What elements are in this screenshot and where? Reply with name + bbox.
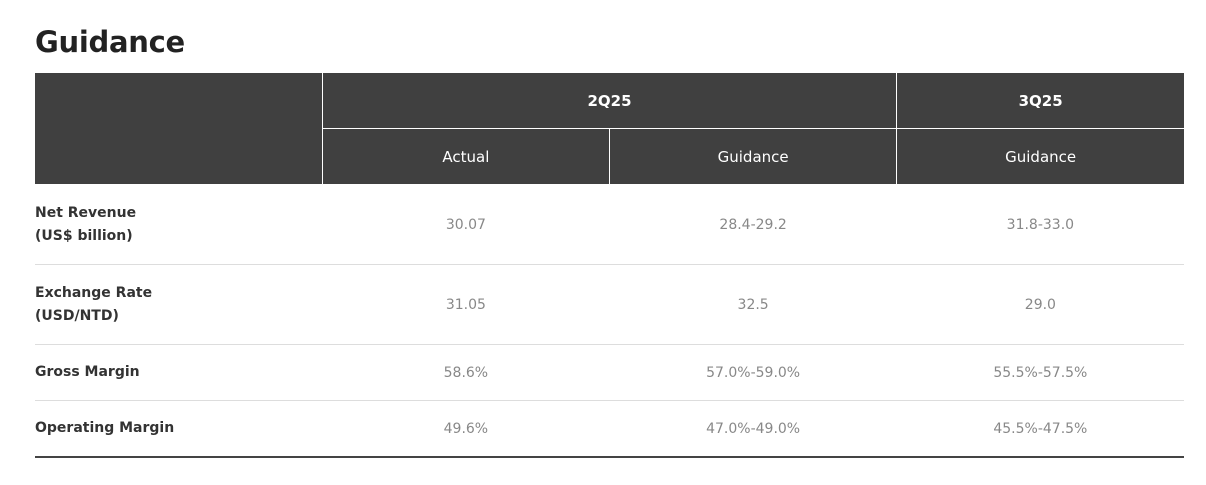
row-label-line1: Exchange Rate — [35, 284, 153, 301]
row-label-line2: (US$ billion) — [35, 227, 133, 244]
header-sub-guidance-3q25: Guidance — [896, 128, 1184, 185]
cell-3q25-guidance: 55.5%-57.5% — [896, 344, 1184, 401]
table-row-exchange-rate: Exchange Rate (USD/NTD) 31.05 32.5 29.0 — [35, 264, 1184, 345]
cell-2q25-actual: 58.6% — [322, 344, 610, 401]
cell-2q25-actual: 49.6% — [322, 400, 610, 458]
cell-2q25-guidance: 28.4-29.2 — [609, 184, 897, 265]
header-row-periods: 2Q25 3Q25 — [35, 73, 1184, 185]
row-label-line2: (USD/NTD) — [35, 307, 119, 324]
row-label: Operating Margin — [35, 400, 323, 458]
cell-2q25-guidance: 57.0%-59.0% — [609, 344, 897, 401]
cell-3q25-guidance: 45.5%-47.5% — [896, 400, 1184, 458]
guidance-table: 2Q25 3Q25 Actual Guidance Guidance Net R… — [35, 73, 1184, 458]
header-row-subheaders: Actual Guidance Guidance — [35, 128, 1184, 185]
table-row-net-revenue: Net Revenue (US$ billion) 30.07 28.4-29.… — [35, 184, 1184, 265]
table-row-operating-margin: Operating Margin 49.6% 47.0%-49.0% 45.5%… — [35, 400, 1184, 458]
header-period-2q25: 2Q25 — [321, 73, 898, 129]
row-label-line1: Net Revenue — [35, 204, 137, 221]
table-row-gross-margin: Gross Margin 58.6% 57.0%-59.0% 55.5%-57.… — [35, 344, 1184, 401]
row-label: Net Revenue (US$ billion) — [35, 184, 323, 265]
row-label-line1: Operating Margin — [35, 420, 175, 436]
header-sub-actual: Actual — [321, 128, 611, 185]
cell-3q25-guidance: 29.0 — [896, 264, 1184, 345]
row-label: Exchange Rate (USD/NTD) — [35, 264, 323, 345]
row-label: Gross Margin — [35, 344, 323, 401]
row-label-line1: Gross Margin — [35, 364, 140, 380]
cell-3q25-guidance: 31.8-33.0 — [896, 184, 1184, 265]
header-period-3q25: 3Q25 — [896, 73, 1184, 129]
cell-2q25-actual: 30.07 — [322, 184, 610, 265]
page-title: Guidance — [35, 25, 185, 59]
cell-2q25-guidance: 32.5 — [609, 264, 897, 345]
cell-2q25-actual: 31.05 — [322, 264, 610, 345]
cell-2q25-guidance: 47.0%-49.0% — [609, 400, 897, 458]
header-corner-cell — [35, 73, 323, 185]
header-sub-guidance-2q25: Guidance — [608, 128, 898, 185]
